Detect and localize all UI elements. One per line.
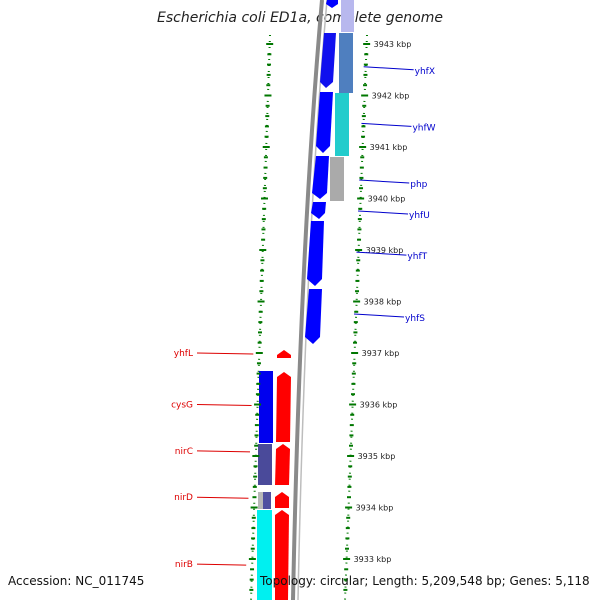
gene-block-nirb-region: [275, 510, 289, 600]
kbp-label: 3941 kbp: [370, 143, 408, 152]
gene-block-cysg-region: [276, 372, 291, 442]
gene-block-yhfu-region: [311, 202, 326, 219]
gene-block-php-region: [312, 156, 329, 199]
strip-lightgrey: [258, 492, 263, 509]
gene-leader-line: [196, 450, 251, 453]
right-tick-rail: [344, 34, 368, 600]
tick-rails: [250, 34, 368, 600]
gene-block-yhfx-region: [320, 33, 336, 88]
gene-leader-line: [359, 179, 410, 184]
gene-leader-line: [353, 313, 405, 318]
gene-label-yhfl: yhfL: [174, 349, 193, 359]
strip-purple: [263, 492, 271, 509]
accession-label: Accession: NC_011745: [8, 574, 145, 588]
strip-lavender: [341, 0, 354, 32]
kbp-label: 3934 kbp: [356, 504, 394, 513]
gene-leader-line: [196, 563, 247, 566]
strip-cyan: [335, 93, 349, 156]
kbp-scale: 3943 kbp 3942 kbp 3941 kbp 3940 kbp 3939 kbp…: [354, 40, 412, 564]
gene-block-yhfs-region: [305, 289, 322, 344]
kbp-label: 3937 kbp: [362, 349, 400, 358]
kbp-label: 3942 kbp: [372, 92, 410, 101]
gene-label-yhfu: yhfU: [409, 211, 430, 221]
forward-strand-genes: [305, 0, 338, 344]
map-title: Escherichia coli ED1a, complete genome: [157, 10, 443, 26]
gene-label-cysg: cysG: [171, 401, 193, 411]
strip-blue: [259, 371, 273, 443]
kbp-label: 3936 kbp: [360, 401, 398, 410]
backbone-outer: [291, 0, 324, 600]
topology-label: Topology: circular; Length: 5,209,548 bp…: [260, 574, 590, 588]
gene-block-yhfw-region: [316, 92, 333, 153]
forward-gene-labels: yhfX yhfW php yhfU yhfT yhfS: [353, 66, 436, 324]
gene-block-yhfl-region: [277, 350, 291, 358]
strip-steelblue: [339, 33, 353, 93]
gene-leader-line: [361, 122, 412, 127]
kbp-label: 3935 kbp: [358, 452, 396, 461]
kbp-label: 3940 kbp: [368, 195, 406, 204]
gene-label-yhft: yhfT: [407, 252, 427, 262]
reverse-annotation-strip: [257, 371, 273, 600]
gene-leader-line: [356, 251, 407, 256]
gene-block-top: [326, 0, 338, 8]
reverse-gene-labels: yhfL cysG nirC nirD nirB: [171, 349, 254, 570]
gene-label-yhfs: yhfS: [405, 314, 425, 324]
left-tick-rail: [250, 34, 271, 600]
gene-block-nird-region: [275, 492, 289, 508]
gene-label-nirb: nirB: [175, 560, 193, 570]
tick-marks: [248, 43, 371, 591]
kbp-label: 3943 kbp: [374, 40, 412, 49]
gene-label-yhfw: yhfW: [412, 123, 435, 133]
kbp-label: 3938 kbp: [364, 298, 402, 307]
gene-label-yhfx: yhfX: [415, 67, 435, 77]
gene-label-nird: nirD: [174, 493, 193, 503]
kbp-label: 3933 kbp: [354, 555, 392, 564]
strip-slate: [258, 444, 272, 485]
gene-leader-line: [363, 66, 414, 71]
kbp-label: 3939 kbp: [366, 246, 404, 255]
reverse-strand-genes: [275, 350, 291, 600]
gene-block-yhft-region: [307, 221, 324, 286]
gene-leader-line: [358, 210, 409, 215]
forward-annotation-strip: [330, 0, 354, 201]
strip-grey: [330, 157, 344, 201]
gene-label-nirc: nirC: [175, 447, 193, 457]
strip-cyan-lower: [257, 510, 272, 600]
gene-block-nirc-region: [275, 444, 290, 485]
gene-leader-line: [196, 352, 254, 355]
gene-label-php: php: [410, 180, 427, 190]
gene-leader-line: [196, 404, 252, 406]
gene-leader-line: [196, 496, 249, 499]
